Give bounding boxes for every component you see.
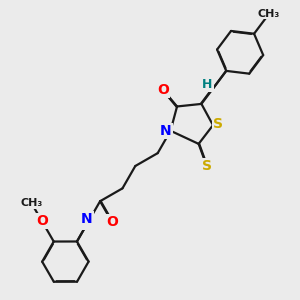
Text: CH₃: CH₃	[20, 198, 43, 208]
Text: N: N	[81, 212, 92, 226]
Text: S: S	[213, 117, 223, 131]
Text: N: N	[160, 124, 172, 138]
Text: O: O	[36, 214, 48, 228]
Text: H: H	[202, 78, 213, 91]
Text: CH₃: CH₃	[258, 9, 280, 19]
Text: O: O	[157, 83, 169, 97]
Text: H: H	[83, 215, 93, 229]
Text: S: S	[202, 159, 212, 173]
Text: O: O	[106, 215, 118, 229]
